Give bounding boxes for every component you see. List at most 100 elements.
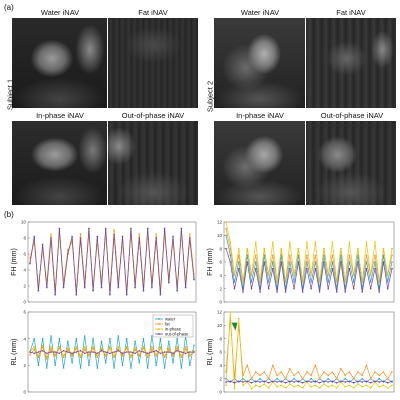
data-point-water xyxy=(193,344,195,347)
data-point-in-phase xyxy=(310,274,312,277)
data-point-fat xyxy=(88,355,90,357)
legend-marker xyxy=(158,328,160,330)
data-point-fat xyxy=(378,374,381,377)
data-point-water xyxy=(117,335,120,337)
data-point-fat xyxy=(340,367,342,370)
legend-label: in-phase xyxy=(165,327,182,332)
data-point-fat xyxy=(323,371,325,373)
data-point-water xyxy=(155,364,157,367)
data-point-out-of-phase xyxy=(104,227,107,230)
data-point-fat xyxy=(361,374,364,377)
data-point-fat xyxy=(138,355,141,357)
data-point-fat xyxy=(50,348,52,351)
data-point-in-phase xyxy=(113,355,115,357)
data-point-in-phase xyxy=(284,387,287,389)
series-line-fat xyxy=(225,228,393,283)
data-point-out-of-phase xyxy=(382,380,385,383)
data-point-water xyxy=(168,340,170,343)
y-tick-label: 0 xyxy=(219,300,222,305)
data-point-water xyxy=(263,254,266,257)
data-point-fat xyxy=(238,254,240,257)
data-point-fat xyxy=(301,377,304,380)
data-point-water xyxy=(71,361,73,364)
data-point-in-phase xyxy=(382,247,385,250)
data-point-in-phase xyxy=(297,384,300,387)
data-point-out-of-phase xyxy=(374,267,376,270)
data-point-water xyxy=(327,377,330,380)
annotation-arrow-icon xyxy=(231,322,238,331)
data-point-in-phase xyxy=(289,241,291,243)
data-point-out-of-phase xyxy=(58,227,61,230)
s1-outphase-title: Out-of-phase iNAV xyxy=(121,111,185,120)
data-point-in-phase xyxy=(184,345,187,348)
data-point-out-of-phase xyxy=(327,287,330,290)
data-point-water xyxy=(369,281,372,283)
data-point-water xyxy=(327,281,330,283)
series-line-out-of-phase xyxy=(225,248,393,293)
data-point-out-of-phase xyxy=(151,286,153,289)
data-point-out-of-phase xyxy=(159,352,162,355)
data-point-water xyxy=(83,335,86,337)
data-point-fat xyxy=(272,254,274,257)
data-point-fat xyxy=(386,377,389,380)
y-tick-label: 6 xyxy=(23,310,26,315)
data-point-out-of-phase xyxy=(117,286,120,289)
data-point-fat xyxy=(113,356,115,359)
data-point-out-of-phase xyxy=(238,267,240,270)
data-point-out-of-phase xyxy=(369,287,372,290)
data-point-water xyxy=(180,367,183,369)
data-point-out-of-phase xyxy=(263,380,266,383)
data-point-fat xyxy=(289,367,291,370)
y-tick-label: 10 xyxy=(217,323,223,328)
data-point-out-of-phase xyxy=(46,352,48,355)
data-point-out-of-phase xyxy=(83,352,86,355)
data-point-in-phase xyxy=(289,383,291,385)
data-point-water xyxy=(113,367,115,369)
data-point-in-phase xyxy=(155,353,157,356)
data-point-out-of-phase xyxy=(138,349,141,352)
data-point-out-of-phase xyxy=(259,291,261,293)
data-point-out-of-phase xyxy=(246,261,249,263)
data-point-fat xyxy=(314,254,317,257)
data-point-out-of-phase xyxy=(71,352,73,355)
data-point-out-of-phase xyxy=(121,352,124,355)
data-point-out-of-phase xyxy=(50,237,52,239)
data-point-out-of-phase xyxy=(255,380,257,383)
data-point-fat xyxy=(225,371,227,373)
data-point-out-of-phase xyxy=(130,351,132,353)
data-point-fat xyxy=(267,377,270,380)
data-point-in-phase xyxy=(259,385,261,388)
data-point-in-phase xyxy=(382,384,385,387)
data-point-water xyxy=(229,254,232,257)
data-point-fat xyxy=(54,355,56,357)
data-point-fat xyxy=(352,377,355,380)
data-point-out-of-phase xyxy=(172,352,174,355)
data-point-in-phase xyxy=(369,387,372,389)
data-point-out-of-phase xyxy=(267,381,270,384)
data-point-water xyxy=(272,261,274,263)
data-point-in-phase xyxy=(348,241,351,243)
data-point-in-phase xyxy=(168,347,170,349)
y-tick-label: 6 xyxy=(219,260,222,265)
data-point-in-phase xyxy=(189,235,191,238)
data-point-out-of-phase xyxy=(159,294,162,296)
data-point-out-of-phase xyxy=(134,352,136,355)
chart-s1-fh: 0 2 4 6 8 10 FH (mm) xyxy=(11,220,197,305)
data-point-water xyxy=(391,261,393,263)
data-point-water xyxy=(357,254,359,257)
data-point-water xyxy=(75,337,78,340)
data-point-out-of-phase xyxy=(242,291,244,293)
data-point-out-of-phase xyxy=(259,381,261,383)
series-line-out-of-phase xyxy=(29,350,194,354)
data-point-water xyxy=(323,254,325,257)
data-point-fat xyxy=(297,371,300,373)
data-point-in-phase xyxy=(54,353,56,356)
data-point-out-of-phase xyxy=(125,294,128,296)
y-axis-label: RL (mm) xyxy=(11,339,18,366)
data-point-out-of-phase xyxy=(113,234,115,236)
data-point-out-of-phase xyxy=(54,351,56,353)
data-point-out-of-phase xyxy=(168,351,170,353)
data-point-in-phase xyxy=(327,385,330,388)
data-point-fat xyxy=(289,254,291,257)
